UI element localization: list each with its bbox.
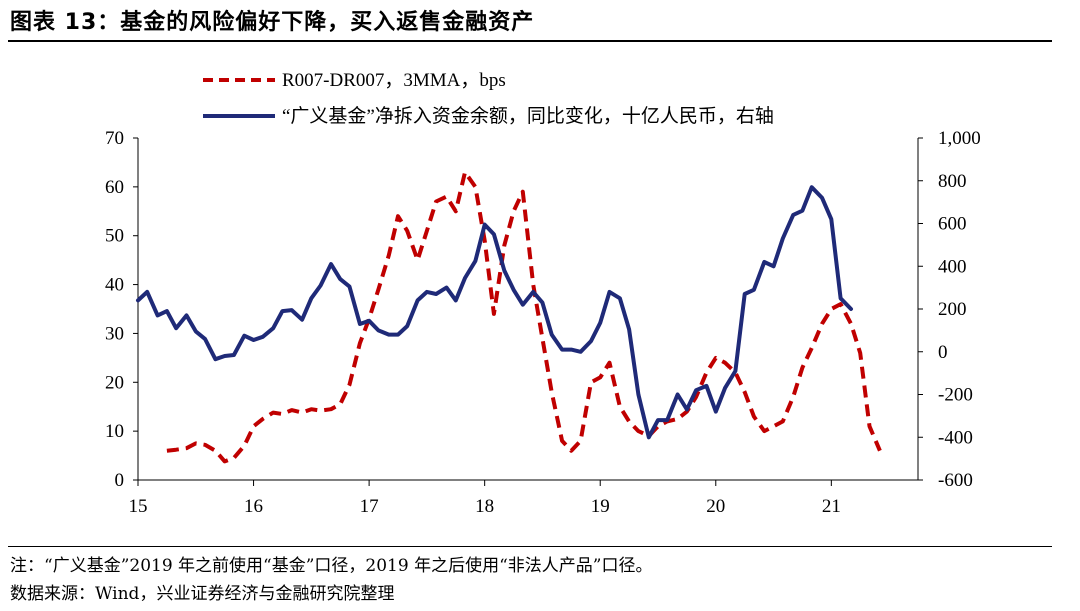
y-right-tick-label: -600 xyxy=(938,470,973,491)
y-right-tick-label: 200 xyxy=(938,299,967,320)
y-right-tick-label: 400 xyxy=(938,256,967,277)
x-tick-label: 21 xyxy=(822,496,841,517)
page-title: 图表 13：基金的风险偏好下降，买入返售金融资产 xyxy=(10,10,535,35)
y-right-tick-label: 0 xyxy=(938,342,948,363)
chart-legend: R007-DR007，3MMA，bps “广义基金”净拆入资金余额，同比变化，十… xyxy=(203,70,774,127)
legend-red-label: R007-DR007，3MMA，bps xyxy=(282,70,506,91)
y-right-tick-label: 600 xyxy=(938,214,967,235)
y-right-tick-label: 800 xyxy=(938,171,967,192)
x-tick-label: 19 xyxy=(591,496,610,517)
y-left-tick-label: 40 xyxy=(105,275,124,296)
footnote: 注：“广义基金”2019 年之前使用“基金”口径，2019 年之后使用“非法人产… xyxy=(10,556,653,576)
source-note: 数据来源：Wind，兴业证券经济与金融研究院整理 xyxy=(10,584,395,604)
y-left-tick-label: 60 xyxy=(105,177,124,198)
legend-blue-label: “广义基金”净拆入资金余额，同比变化，十亿人民币，右轴 xyxy=(282,105,774,127)
y-left-tick-label: 70 xyxy=(105,128,124,149)
y-left-tick-label: 50 xyxy=(105,226,124,247)
y-right-tick-label: -200 xyxy=(938,385,973,406)
series-line-fund-lending xyxy=(136,185,853,440)
series-line-r007-dr007 xyxy=(166,170,882,464)
y-left-tick-label: 10 xyxy=(105,421,124,442)
chart-marks xyxy=(136,170,882,464)
x-tick-label: 18 xyxy=(475,496,494,517)
y-left-tick-label: 20 xyxy=(105,372,124,393)
x-tick-label: 15 xyxy=(129,496,148,517)
chart-axes: 0 10 20 30 40 50 60 70 -600 -400 -200 0 200 400 600 800… xyxy=(105,128,981,517)
x-tick-label: 16 xyxy=(244,496,263,517)
footnote-rule xyxy=(8,546,1052,547)
y-right-tick-label: -400 xyxy=(938,427,973,448)
y-right-tick-label: 1,000 xyxy=(938,128,981,149)
y-left-tick-label: 30 xyxy=(105,323,124,344)
title-rule xyxy=(8,40,1052,42)
x-tick-label: 17 xyxy=(360,496,379,517)
y-left-tick-label: 0 xyxy=(115,470,125,491)
x-tick-label: 20 xyxy=(706,496,725,517)
